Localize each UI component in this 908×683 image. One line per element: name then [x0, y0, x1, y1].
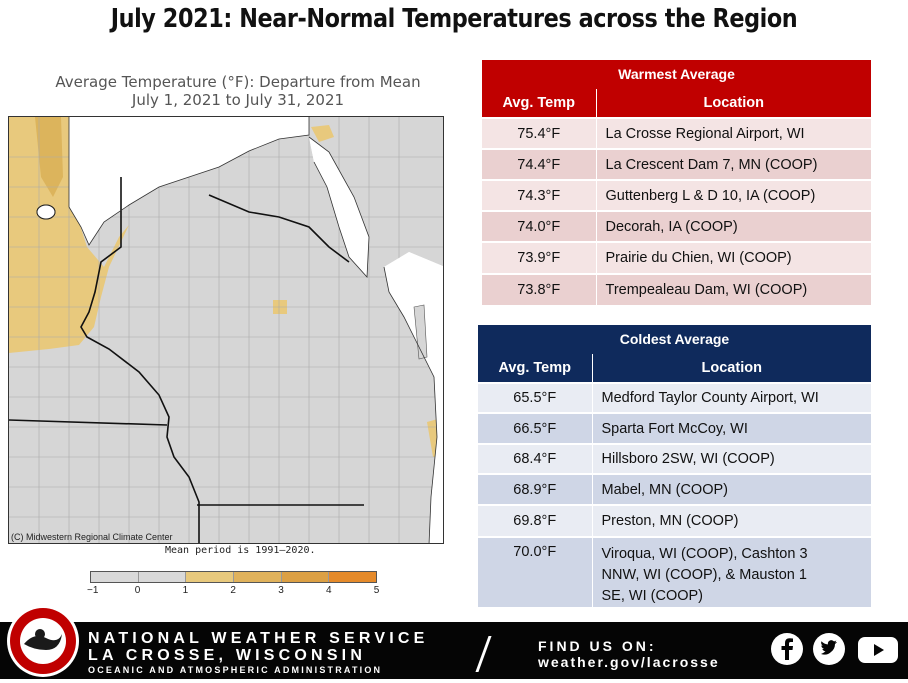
legend-tick-label: 4	[326, 585, 332, 596]
avg-temp-cell: 74.0°F	[482, 210, 597, 242]
location-cell: Hillsboro 2SW, WI (COOP)	[592, 443, 871, 474]
table-row: 73.8°F Trempealeau Dam, WI (COOP)	[482, 273, 871, 305]
avg-temp-cell: 70.0°F	[478, 536, 593, 607]
location-cell: Sparta Fort McCoy, WI	[592, 412, 871, 444]
coldest-col-location: Location	[592, 354, 871, 383]
avg-temp-cell: 75.4°F	[482, 117, 597, 149]
legend-swatch	[186, 572, 235, 582]
legend-swatch	[138, 572, 187, 582]
location-cell: La Crosse Regional Airport, WI	[596, 117, 871, 149]
warmest-caption: Warmest Average	[482, 60, 871, 89]
location-cell: Viroqua, WI (COOP), Cashton 3 NNW, WI (C…	[592, 536, 871, 607]
legend-ticks: −1 0 1 2 3 4 5	[87, 583, 390, 597]
avg-temp-cell: 74.4°F	[482, 148, 597, 180]
table-row: 68.9°F Mabel, MN (COOP)	[478, 473, 871, 505]
legend-tick-label: −1	[87, 585, 99, 596]
facebook-icon[interactable]	[770, 632, 804, 666]
avg-temp-cell: 74.3°F	[482, 179, 597, 211]
legend-tick-label: 5	[373, 585, 380, 596]
legend-swatch	[91, 572, 139, 582]
coldest-caption: Coldest Average	[478, 325, 871, 354]
map-credit: (C) Midwestern Regional Climate Center	[11, 532, 173, 542]
avg-temp-cell: 68.4°F	[478, 443, 593, 474]
page-title: July 2021: Near-Normal Temperatures acro…	[110, 4, 798, 34]
legend-swatch	[234, 572, 282, 582]
map-mean-period: Mean period is 1991–2020.	[165, 545, 316, 556]
location-cell: Guttenberg L & D 10, IA (COOP)	[596, 179, 871, 211]
nws-logo	[6, 604, 80, 678]
table-row: 69.8°F Preston, MN (COOP)	[478, 504, 871, 537]
legend-swatch	[281, 572, 330, 582]
table-row: 70.0°F Viroqua, WI (COOP), Cashton 3 NNW,…	[478, 536, 871, 607]
warmest-col-temp: Avg. Temp	[482, 89, 597, 118]
table-row: 74.0°F Decorah, IA (COOP)	[482, 210, 871, 242]
twitter-icon[interactable]	[812, 632, 846, 666]
nws-name: NATIONAL WEATHER SERVICE	[88, 630, 429, 647]
location-cell: Preston, MN (COOP)	[592, 504, 871, 537]
avg-temp-cell: 68.9°F	[478, 473, 593, 505]
youtube-icon[interactable]	[856, 632, 900, 666]
coldest-col-temp: Avg. Temp	[478, 354, 593, 383]
table-row: 73.9°F Prairie du Chien, WI (COOP)	[482, 241, 871, 274]
website-link[interactable]: weather.gov/lacrosse	[538, 654, 720, 670]
warmest-average-table: Warmest Average Avg. Temp Location 75.4°…	[482, 60, 871, 305]
table-row: 75.4°F La Crosse Regional Airport, WI	[482, 117, 871, 149]
avg-temp-cell: 73.8°F	[482, 273, 597, 305]
map-title: Average Temperature (°F): Departure from…	[8, 73, 468, 109]
noaa-name: OCEANIC AND ATMOSPHERIC ADMINISTRATION	[88, 665, 383, 675]
location-cell: Mabel, MN (COOP)	[592, 473, 871, 505]
location-cell: Trempealeau Dam, WI (COOP)	[596, 273, 871, 305]
location-cell: Decorah, IA (COOP)	[596, 210, 871, 242]
table-row: 68.4°F Hillsboro 2SW, WI (COOP)	[478, 443, 871, 474]
location-cell: La Crescent Dam 7, MN (COOP)	[596, 148, 871, 180]
legend-tick-label: 3	[278, 585, 284, 596]
table-row: 66.5°F Sparta Fort McCoy, WI	[478, 412, 871, 444]
table-row: 74.4°F La Crescent Dam 7, MN (COOP)	[482, 148, 871, 180]
legend-tick-label: 1	[182, 585, 189, 596]
map-title-line2: July 1, 2021 to July 31, 2021	[131, 91, 345, 109]
map-title-line1: Average Temperature (°F): Departure from…	[55, 73, 421, 91]
legend-tick-label: 0	[134, 585, 141, 596]
nws-office: LA CROSSE, WISCONSIN	[88, 647, 367, 664]
avg-temp-cell: 65.5°F	[478, 382, 593, 413]
legend-color-bar	[90, 571, 377, 583]
find-us-label: FIND US ON:	[538, 638, 657, 654]
legend-swatch	[329, 572, 377, 582]
legend-tick-label: 2	[230, 585, 236, 596]
table-row: 74.3°F Guttenberg L & D 10, IA (COOP)	[482, 179, 871, 211]
color-legend: −1 0 1 2 3 4 5	[87, 571, 390, 597]
avg-temp-cell: 66.5°F	[478, 412, 593, 444]
footer-bar	[0, 622, 908, 679]
coldest-average-table: Coldest Average Avg. Temp Location 65.5°…	[478, 325, 871, 607]
location-cell: Prairie du Chien, WI (COOP)	[596, 241, 871, 274]
warmest-col-location: Location	[596, 89, 871, 118]
avg-temp-cell: 69.8°F	[478, 504, 593, 537]
avg-temp-cell: 73.9°F	[482, 241, 597, 274]
table-row: 65.5°F Medford Taylor County Airport, WI	[478, 382, 871, 413]
temperature-departure-map	[8, 116, 444, 544]
location-cell: Medford Taylor County Airport, WI	[592, 382, 871, 413]
